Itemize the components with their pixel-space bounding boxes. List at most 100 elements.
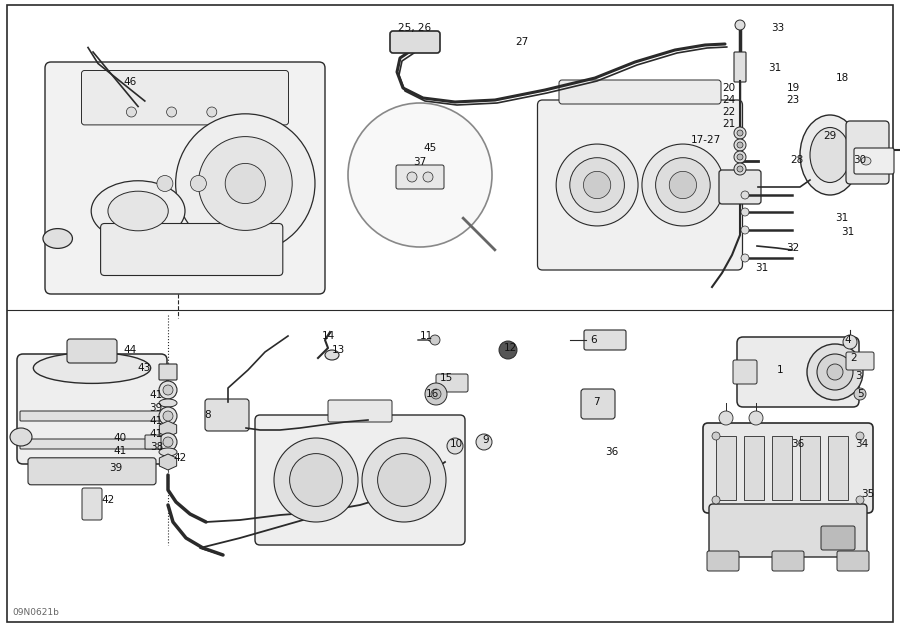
- Circle shape: [741, 226, 749, 234]
- FancyBboxPatch shape: [559, 80, 721, 104]
- Bar: [800, 436, 820, 500]
- FancyBboxPatch shape: [436, 374, 468, 392]
- Text: 7: 7: [593, 397, 599, 407]
- Text: 17-27: 17-27: [691, 135, 721, 145]
- Text: 9: 9: [482, 435, 490, 445]
- Circle shape: [126, 107, 137, 117]
- FancyBboxPatch shape: [82, 70, 289, 125]
- Circle shape: [670, 171, 697, 199]
- Circle shape: [741, 254, 749, 262]
- Circle shape: [854, 388, 866, 400]
- Text: 24: 24: [723, 95, 735, 105]
- Text: 2: 2: [850, 353, 858, 363]
- FancyBboxPatch shape: [846, 121, 889, 184]
- FancyBboxPatch shape: [734, 52, 746, 82]
- FancyBboxPatch shape: [584, 330, 626, 350]
- FancyBboxPatch shape: [159, 364, 177, 380]
- Text: 19: 19: [787, 83, 799, 93]
- Text: 1: 1: [777, 365, 783, 375]
- Circle shape: [737, 130, 743, 136]
- FancyBboxPatch shape: [537, 100, 742, 270]
- Text: 8: 8: [204, 410, 212, 420]
- Circle shape: [856, 496, 864, 504]
- Circle shape: [734, 127, 746, 139]
- Text: 25, 26: 25, 26: [399, 23, 432, 33]
- Text: 41: 41: [149, 429, 163, 439]
- FancyBboxPatch shape: [67, 339, 117, 363]
- Circle shape: [655, 158, 710, 213]
- FancyBboxPatch shape: [396, 165, 444, 189]
- Text: 46: 46: [123, 77, 137, 87]
- Text: 44: 44: [123, 345, 137, 355]
- Text: 29: 29: [824, 131, 837, 141]
- Circle shape: [159, 407, 177, 425]
- Circle shape: [856, 432, 864, 440]
- FancyBboxPatch shape: [837, 551, 869, 571]
- FancyBboxPatch shape: [20, 439, 164, 449]
- Text: 45: 45: [423, 143, 436, 153]
- Circle shape: [734, 163, 746, 175]
- Circle shape: [425, 383, 447, 405]
- FancyBboxPatch shape: [390, 31, 440, 53]
- Circle shape: [712, 432, 720, 440]
- FancyBboxPatch shape: [733, 360, 757, 384]
- Ellipse shape: [800, 115, 860, 195]
- Text: 37: 37: [413, 157, 427, 167]
- Bar: [744, 436, 764, 500]
- Ellipse shape: [325, 350, 339, 360]
- Text: 34: 34: [855, 439, 868, 449]
- Text: 11: 11: [419, 331, 433, 341]
- FancyBboxPatch shape: [772, 551, 804, 571]
- Text: 41: 41: [149, 390, 163, 400]
- Text: 22: 22: [723, 107, 735, 117]
- FancyBboxPatch shape: [846, 352, 874, 370]
- Text: 36: 36: [606, 447, 618, 457]
- FancyBboxPatch shape: [581, 389, 615, 419]
- FancyBboxPatch shape: [854, 148, 894, 174]
- Text: 30: 30: [853, 155, 867, 165]
- Ellipse shape: [91, 181, 185, 241]
- Circle shape: [734, 139, 746, 151]
- Ellipse shape: [861, 157, 871, 165]
- Text: 42: 42: [102, 495, 114, 505]
- Text: 3: 3: [855, 371, 861, 381]
- Circle shape: [191, 176, 206, 191]
- Text: 23: 23: [787, 95, 799, 105]
- Circle shape: [362, 438, 446, 522]
- Circle shape: [735, 20, 745, 30]
- Circle shape: [499, 341, 517, 359]
- FancyBboxPatch shape: [328, 400, 392, 422]
- Circle shape: [737, 142, 743, 148]
- Text: 20: 20: [723, 83, 735, 93]
- Text: 21: 21: [723, 119, 735, 129]
- Circle shape: [737, 166, 743, 172]
- Text: 31: 31: [842, 227, 855, 237]
- FancyBboxPatch shape: [707, 551, 739, 571]
- FancyBboxPatch shape: [205, 399, 249, 431]
- Text: 42: 42: [174, 453, 186, 463]
- Circle shape: [163, 411, 173, 421]
- Circle shape: [348, 103, 492, 247]
- Ellipse shape: [159, 448, 177, 456]
- Polygon shape: [159, 454, 176, 470]
- Text: 32: 32: [787, 243, 799, 253]
- Circle shape: [817, 354, 853, 390]
- Circle shape: [198, 137, 292, 230]
- Bar: [828, 436, 848, 500]
- Ellipse shape: [108, 191, 168, 231]
- FancyBboxPatch shape: [17, 354, 167, 464]
- Circle shape: [163, 437, 173, 447]
- Text: 18: 18: [835, 73, 849, 83]
- Text: 43: 43: [138, 363, 150, 373]
- Text: 13: 13: [331, 345, 345, 355]
- Circle shape: [166, 107, 176, 117]
- Circle shape: [749, 411, 763, 425]
- Text: 16: 16: [426, 389, 438, 399]
- Circle shape: [430, 335, 440, 345]
- Text: 33: 33: [771, 23, 785, 33]
- Circle shape: [827, 364, 843, 380]
- Text: 36: 36: [791, 439, 805, 449]
- Text: 4: 4: [845, 335, 851, 345]
- FancyBboxPatch shape: [28, 458, 156, 485]
- FancyBboxPatch shape: [82, 488, 102, 520]
